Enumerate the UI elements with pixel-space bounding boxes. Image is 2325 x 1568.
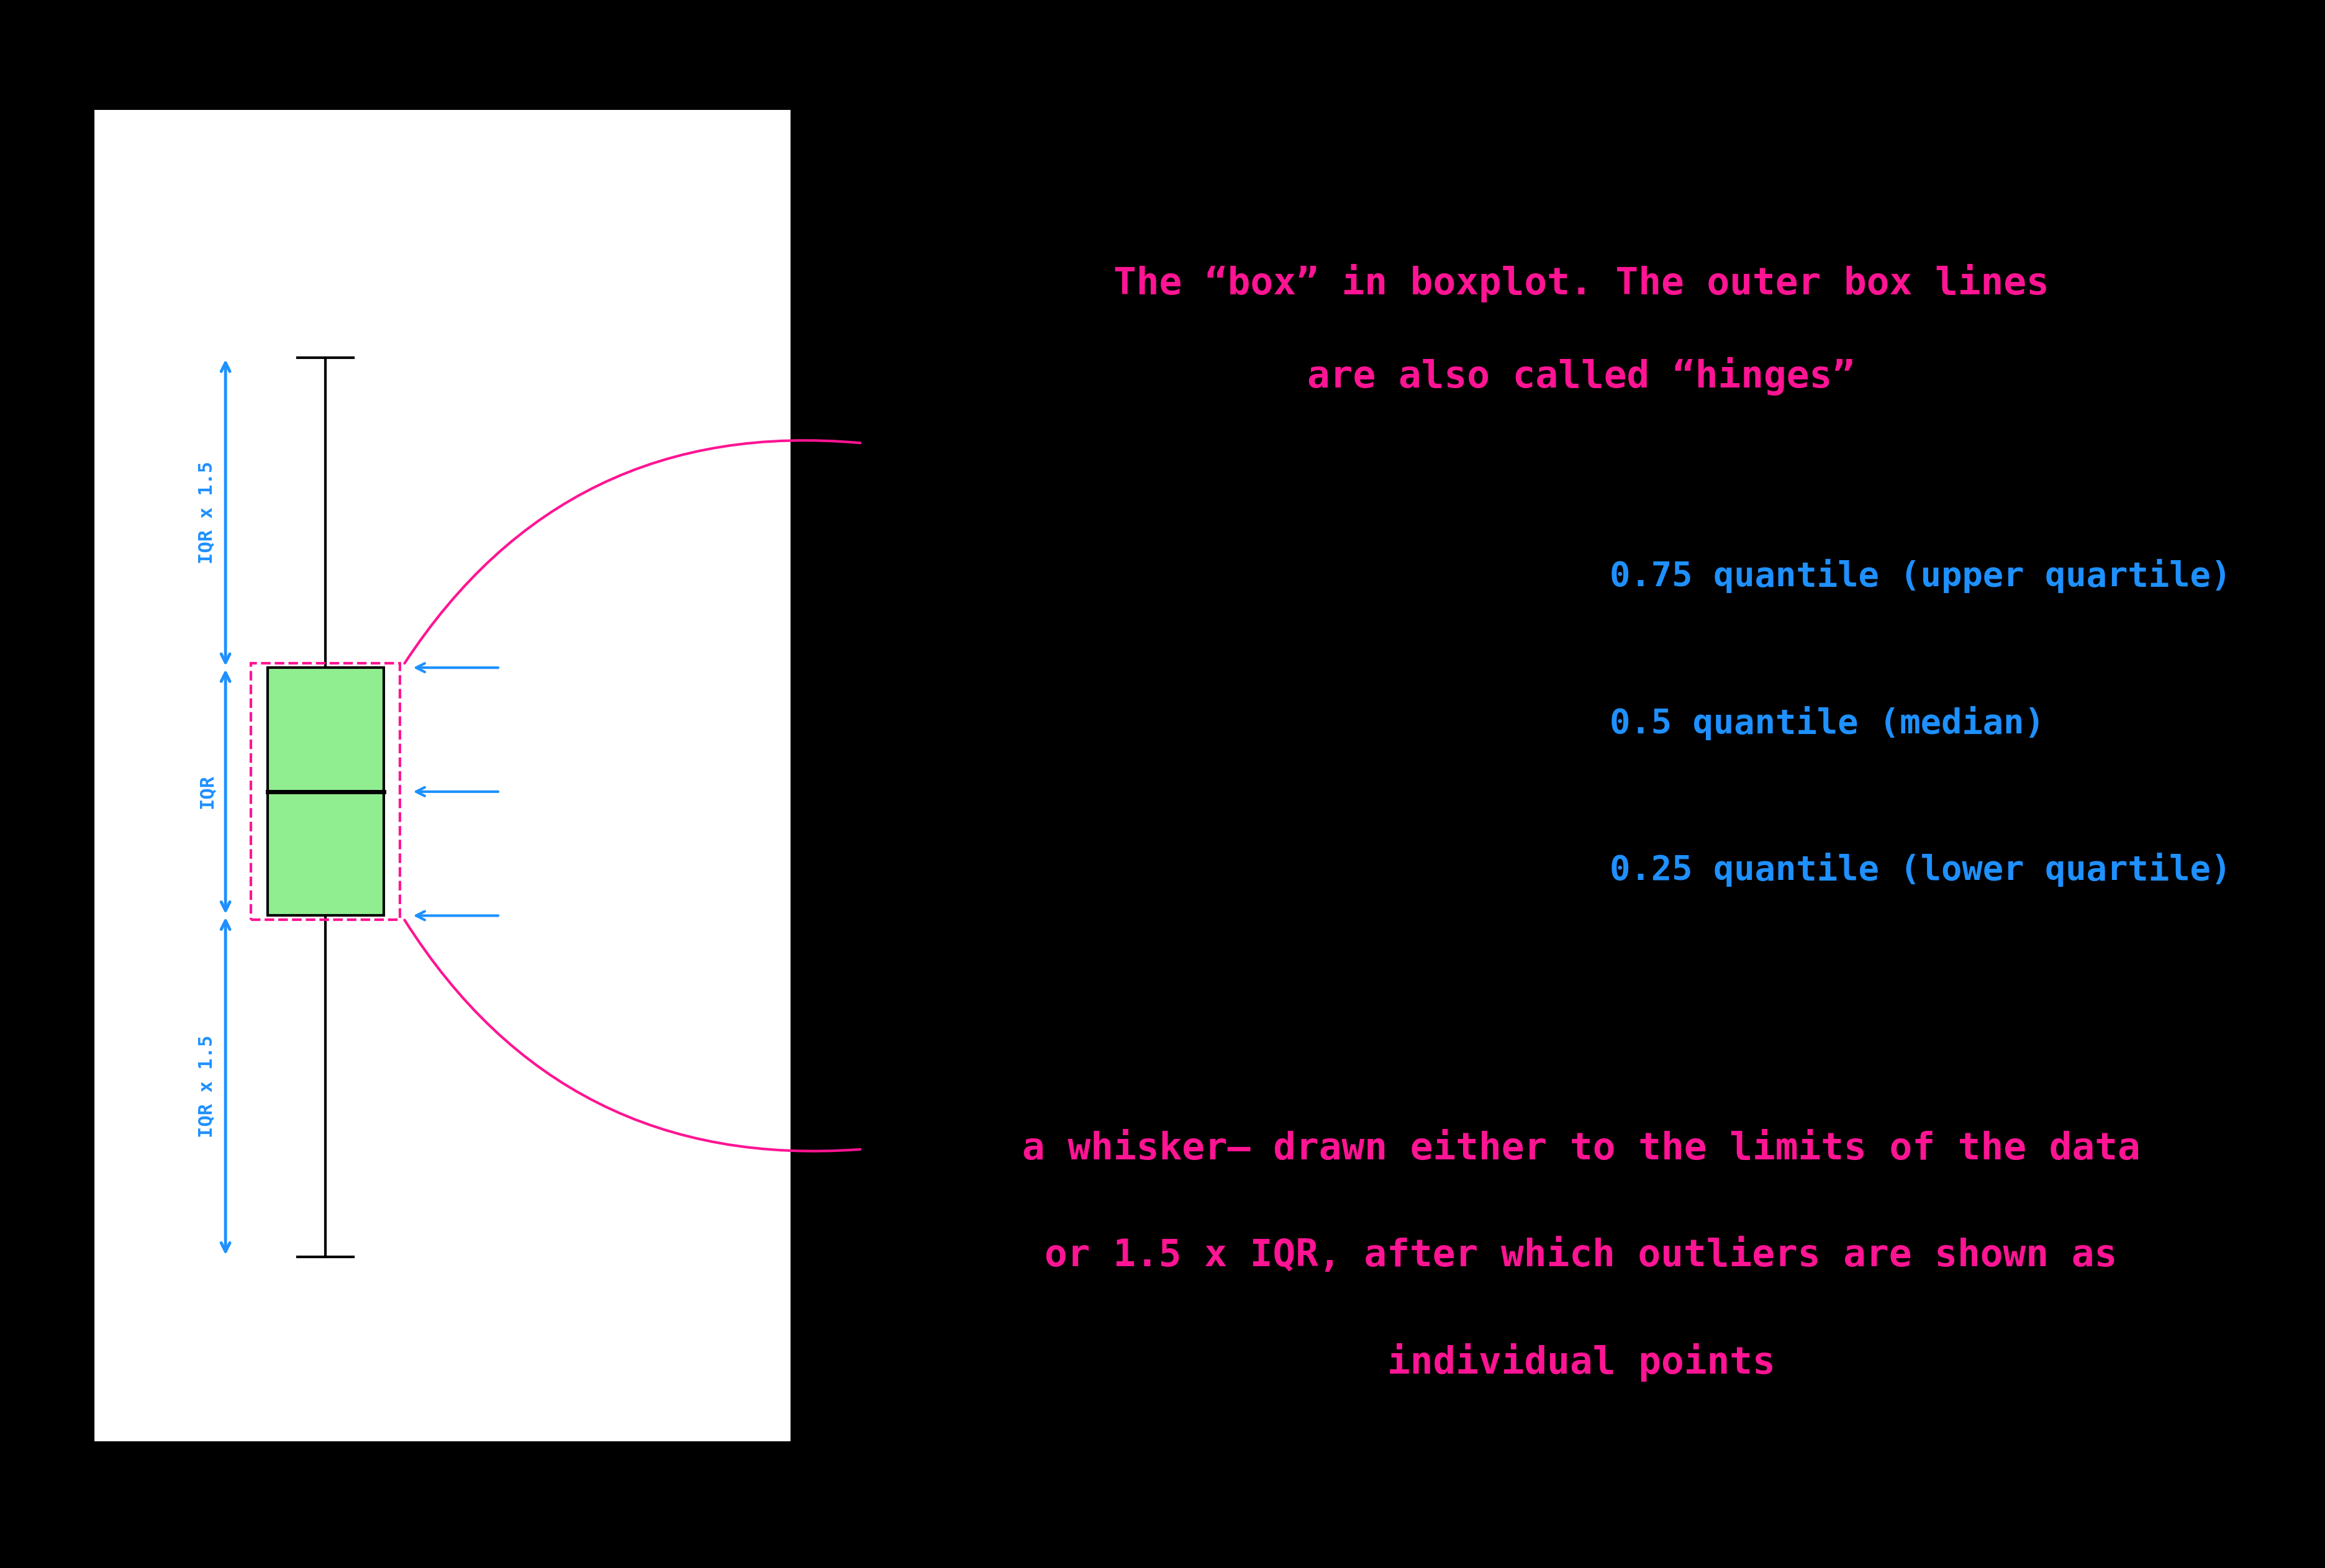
Text: IQR x 1.5: IQR x 1.5 bbox=[198, 461, 216, 564]
Text: a whisker– drawn either to the limits of the data: a whisker– drawn either to the limits of… bbox=[1023, 1131, 2139, 1168]
Bar bbox=[251, 663, 400, 920]
Text: are also called “hinges”: are also called “hinges” bbox=[1307, 358, 1855, 395]
Text: 0.75 quantile (upper quartile): 0.75 quantile (upper quartile) bbox=[1609, 560, 2232, 593]
Text: 0.5 quantile (median): 0.5 quantile (median) bbox=[1609, 706, 2046, 740]
X-axis label: Data Name: Data Name bbox=[339, 1455, 544, 1488]
Bar bbox=[267, 668, 384, 916]
Text: or 1.5 x IQR, after which outliers are shown as: or 1.5 x IQR, after which outliers are s… bbox=[1044, 1237, 2118, 1275]
Text: individual points: individual points bbox=[1388, 1344, 1774, 1381]
Text: The “box” in boxplot. The outer box lines: The “box” in boxplot. The outer box line… bbox=[1114, 263, 2048, 303]
Text: IQR: IQR bbox=[198, 775, 216, 809]
Text: 0.25 quantile (lower quartile): 0.25 quantile (lower quartile) bbox=[1609, 853, 2232, 886]
Y-axis label: Data Values: Data Values bbox=[2, 666, 35, 886]
Text: IQR x 1.5: IQR x 1.5 bbox=[198, 1035, 216, 1137]
